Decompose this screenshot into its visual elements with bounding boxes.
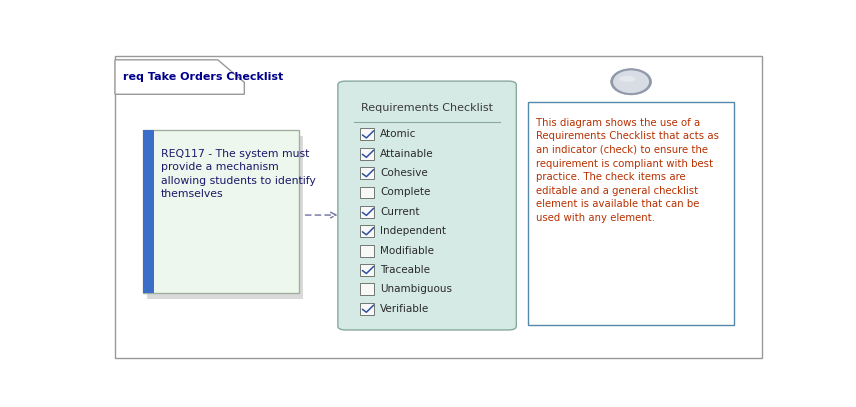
Bar (360, 283, 374, 295)
Bar (360, 148, 374, 160)
Text: Modifiable: Modifiable (380, 245, 434, 256)
Text: Requirements Checklist: Requirements Checklist (361, 103, 493, 114)
Text: Complete: Complete (380, 188, 431, 197)
Text: Attainable: Attainable (380, 149, 434, 159)
Bar (360, 167, 374, 179)
Bar (360, 186, 374, 199)
FancyBboxPatch shape (528, 102, 734, 325)
Text: Independent: Independent (380, 226, 446, 236)
Bar (144, 130, 154, 293)
Text: Unambiguous: Unambiguous (380, 284, 452, 294)
Bar (360, 225, 374, 237)
Ellipse shape (619, 76, 636, 82)
FancyBboxPatch shape (144, 130, 300, 293)
Text: req Take Orders Checklist: req Take Orders Checklist (123, 72, 283, 82)
Text: Current: Current (380, 207, 419, 217)
Bar (360, 303, 374, 315)
FancyBboxPatch shape (338, 81, 516, 330)
Text: Traceable: Traceable (380, 265, 431, 275)
Text: This diagram shows the use of a
Requirements Checklist that acts as
an indicator: This diagram shows the use of a Requirem… (536, 118, 719, 223)
Ellipse shape (610, 69, 651, 95)
Bar (360, 129, 374, 140)
Bar (360, 206, 374, 218)
Text: Atomic: Atomic (380, 129, 417, 139)
Text: Cohesive: Cohesive (380, 168, 428, 178)
Bar (360, 245, 374, 256)
FancyBboxPatch shape (147, 136, 303, 299)
Bar (360, 264, 374, 276)
Text: Verifiable: Verifiable (380, 304, 430, 314)
FancyBboxPatch shape (115, 56, 762, 359)
Ellipse shape (613, 70, 650, 94)
Text: REQ117 - The system must
provide a mechanism
allowing students to identify
thems: REQ117 - The system must provide a mecha… (161, 149, 316, 199)
Polygon shape (115, 60, 244, 94)
